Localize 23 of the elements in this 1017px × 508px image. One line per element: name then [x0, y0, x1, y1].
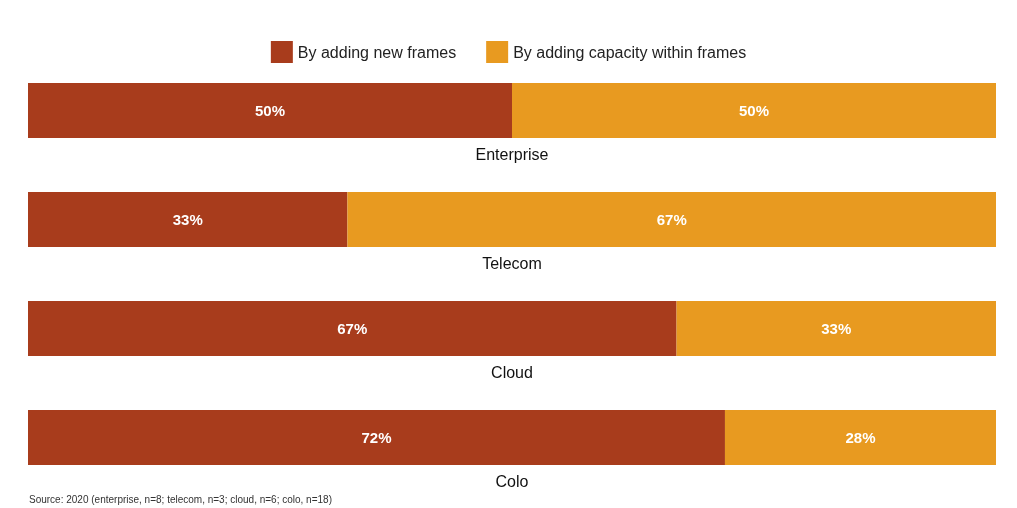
data-label: 67% [337, 320, 368, 337]
data-label: 72% [361, 429, 392, 446]
y-tick-label: Colo [495, 473, 529, 490]
data-label: 33% [821, 320, 852, 337]
bar [28, 192, 348, 247]
bar [512, 83, 996, 138]
legend-label: By adding capacity within frames [513, 43, 747, 61]
annotation: Source: 2020 (enterprise, n=8; telecom, n=3; cloud, n=6; colo, n=18) [29, 493, 332, 505]
bar [28, 301, 677, 356]
y-tick-label: Enterprise [475, 146, 549, 163]
y-tick-label: Cloud [491, 364, 533, 381]
bar [28, 410, 725, 465]
data-label: 50% [738, 102, 770, 119]
y-tick-label: Telecom [482, 255, 542, 272]
bar [28, 83, 512, 138]
data-label: 67% [656, 211, 687, 228]
bar [676, 301, 996, 356]
data-label: 33% [172, 211, 203, 228]
legend-label: By adding new frames [297, 43, 457, 61]
bar [347, 192, 996, 247]
data-label: 50% [254, 102, 286, 119]
bar [724, 410, 996, 465]
data-label: 28% [845, 429, 876, 446]
